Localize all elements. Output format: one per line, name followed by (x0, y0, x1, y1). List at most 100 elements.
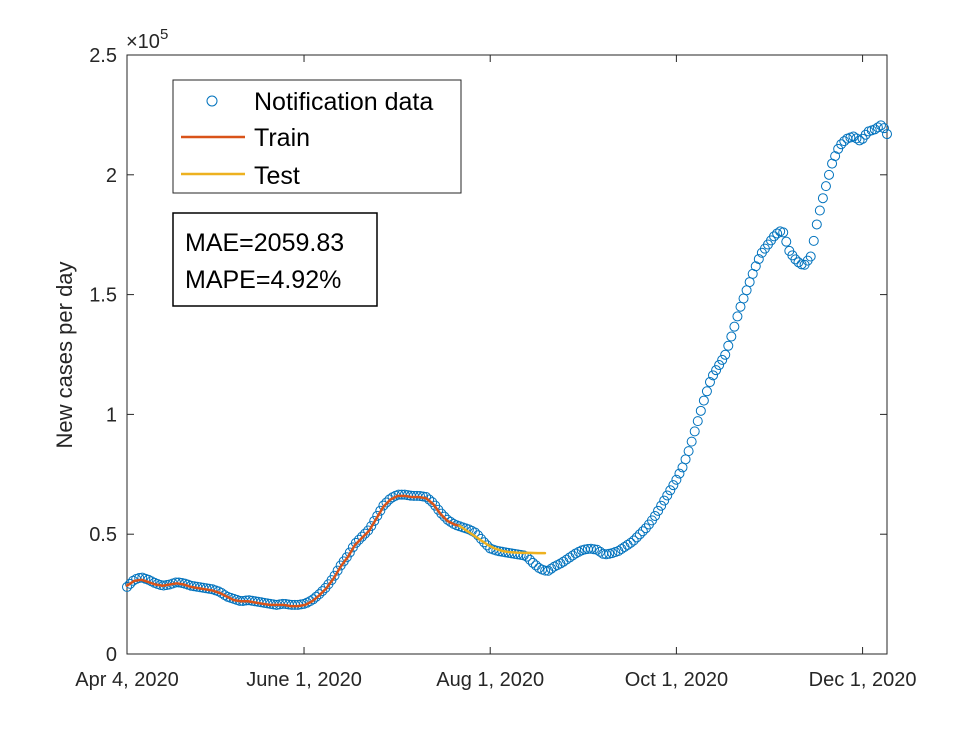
notification-data-point (726, 331, 737, 342)
notification-data-point (659, 495, 670, 506)
notification-data-point (445, 516, 456, 527)
notification-data-point (817, 193, 828, 204)
legend-label-train: Train (254, 124, 310, 152)
notification-data-point (729, 321, 740, 332)
notification-data-point (732, 311, 743, 322)
notification-data-point (125, 578, 136, 589)
y-axis-title: New cases per day (52, 261, 77, 448)
notification-data-point (329, 570, 340, 581)
notification-data-point (549, 561, 560, 572)
notification-data-point (872, 122, 883, 133)
notification-data-point (686, 436, 697, 447)
x-tick-label: Apr 4, 2020 (75, 669, 178, 691)
notification-data-point (439, 511, 450, 522)
notification-data-point (662, 490, 673, 501)
notification-data-point (854, 135, 865, 146)
notification-data-point (173, 577, 184, 588)
notification-data-point (805, 251, 816, 262)
notification-data-point (634, 529, 645, 540)
notification-data-point (769, 231, 780, 242)
notification-data-point (692, 416, 703, 427)
notification-data-point (683, 446, 694, 457)
notification-data-point (695, 405, 706, 416)
notification-data-point (353, 534, 364, 545)
notification-data-point (628, 535, 639, 546)
x-tick-label: June 1, 2020 (246, 669, 362, 691)
notification-data-point (360, 528, 371, 539)
notification-data-point (479, 537, 490, 548)
y-tick-label: 1 (106, 404, 117, 426)
notification-data-point (567, 550, 578, 561)
notification-data-point (311, 591, 322, 602)
legend: Notification data Train Test (172, 79, 462, 194)
notification-data-point (882, 129, 892, 140)
notification-data-point (717, 354, 728, 365)
metrics-box: MAE=2059.83 MAPE=4.92% (172, 212, 378, 307)
train-line (125, 494, 461, 608)
notification-data-point (875, 120, 886, 131)
notification-data-point (534, 562, 545, 573)
y-exponent-power: 5 (160, 26, 168, 43)
notification-data-point (723, 340, 734, 351)
x-tick-label: Aug 1, 2020 (436, 669, 544, 691)
notification-data-point (314, 589, 325, 600)
notification-data-point (546, 563, 557, 574)
notification-data-point (588, 544, 599, 555)
notification-data-point (830, 151, 841, 162)
notification-data-point (631, 532, 642, 543)
notification-data-point (814, 205, 825, 216)
metric-mape: MAPE=4.92% (185, 266, 341, 294)
notification-data-point (424, 494, 435, 505)
notification-data-point (433, 504, 444, 515)
notification-data-point (378, 500, 389, 511)
notification-data-point (427, 497, 438, 508)
notification-data-point (689, 426, 700, 437)
legend-label-notification: Notification data (254, 88, 433, 116)
notification-data-point (625, 537, 636, 548)
notification-data-point (711, 365, 722, 376)
notification-data-point (308, 594, 319, 605)
notification-data-point (811, 219, 822, 230)
notification-data-point (650, 510, 661, 521)
notification-data-point (640, 523, 651, 534)
notification-data-point (369, 515, 380, 526)
notification-data-point (808, 235, 819, 246)
notification-data-point (375, 505, 386, 516)
x-tick-label: Oct 1, 2020 (625, 669, 728, 691)
notification-data-point (701, 386, 712, 397)
notification-data-point (750, 261, 761, 272)
notification-data-point (366, 521, 377, 532)
notification-data-point (601, 549, 612, 560)
notification-data-point (381, 497, 392, 508)
notification-data-point (512, 549, 523, 560)
notification-data-point (320, 582, 331, 593)
notification-data-point (878, 123, 889, 134)
y-tick-label: 2.5 (89, 45, 117, 67)
metric-mae: MAE=2059.83 (185, 229, 344, 257)
notification-data-point (595, 546, 606, 557)
notification-data-point (714, 360, 725, 371)
notification-data-point (656, 500, 667, 511)
notification-data-point (820, 181, 831, 192)
notification-data-point (665, 485, 676, 496)
notification-data-point (570, 548, 581, 559)
notification-data-point (790, 254, 801, 265)
notification-data-point (708, 370, 719, 381)
y-tick-label: 0.5 (89, 524, 117, 546)
y-tick-label: 1.5 (89, 285, 117, 307)
notification-data-point (122, 581, 132, 592)
series-layer (122, 120, 892, 610)
notification-data-point (839, 136, 850, 147)
notification-data-series (122, 120, 892, 610)
test-line (458, 524, 547, 555)
notification-data-point (540, 565, 551, 576)
notification-data-point (674, 468, 685, 479)
notification-data-point (527, 557, 538, 568)
notification-data-point (653, 505, 664, 516)
notification-data-point (753, 254, 764, 265)
notification-data-point (704, 377, 715, 388)
notification-data-point (836, 139, 847, 150)
notification-data-point (219, 590, 230, 601)
notification-data-point (317, 586, 328, 597)
